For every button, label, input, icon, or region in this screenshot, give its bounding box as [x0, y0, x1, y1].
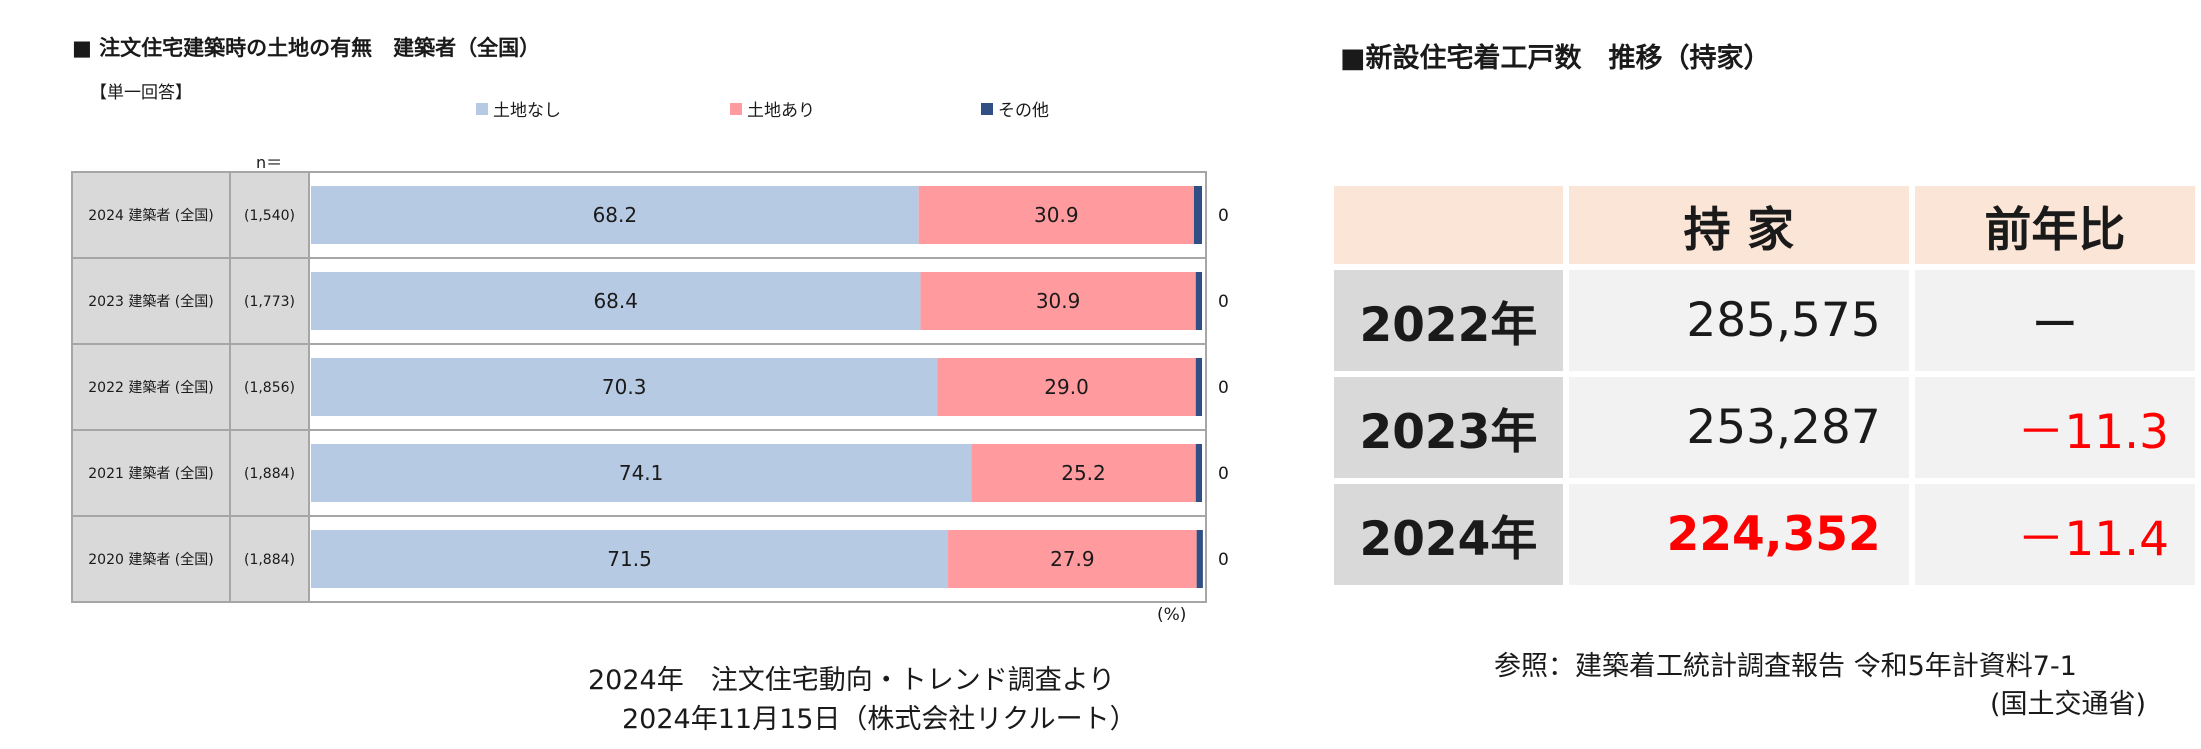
table-row: 2022年 285,575 ー [1334, 270, 2195, 371]
bar-data-label: 0.7 [1218, 378, 1230, 398]
bar-data-label: 74.1 [619, 461, 664, 485]
row-value: 253,287 [1568, 377, 1909, 478]
category-label: 2022 建築者 (全国) [88, 379, 213, 396]
row-value: 224,352 [1568, 484, 1909, 585]
legend-swatch [476, 102, 488, 115]
row-year: 2023年 [1334, 377, 1563, 478]
bar-segment [1196, 530, 1203, 588]
header-owner-occupied: 持 家 [1568, 186, 1909, 264]
bar-data-label: 0.9 [1218, 206, 1230, 226]
category-label: 2021 建築者 (全国) [88, 465, 213, 482]
header-yoy: 前年比 [1914, 186, 2195, 264]
legend-label: 土地なし [493, 101, 561, 121]
table-header-row: 持 家 前年比 [1334, 186, 2195, 264]
housing-starts-table: 持 家 前年比 2022年 285,575 ー 2023年 253,287 －1… [1328, 180, 2201, 591]
bar-data-label: 0.7 [1218, 464, 1230, 484]
bar-segment [311, 358, 938, 416]
answer-type-label: 【単一回答】 [90, 83, 192, 103]
bar-data-label: 30.9 [1036, 289, 1081, 313]
left-chart-title: ■ 注文住宅建築時の土地の有無 建築者（全国） [72, 36, 541, 60]
survey-source-line2: 2024年11月15日（株式会社リクルート） [622, 704, 1137, 735]
right-table-title: ■新設住宅着工戸数 推移（持家） [1340, 43, 1771, 74]
bar-segment [920, 272, 1196, 330]
label-column-background [72, 172, 309, 602]
reference-line1: 参照：建築着工統計調査報告 令和5年計資料7-1 [1494, 651, 2077, 682]
sample-size-label: (1,773) [244, 294, 295, 310]
legend-label: 土地あり [747, 101, 815, 121]
legend-swatch [981, 102, 993, 115]
bar-segment [1195, 272, 1202, 330]
row-ratio: ー [1914, 270, 2195, 371]
bar-data-label: 0.7 [1218, 292, 1230, 312]
table-row: 2024年 224,352 －11.4 [1334, 484, 2195, 585]
bar-data-label: 71.5 [607, 547, 652, 571]
legend-swatch [730, 102, 742, 115]
row-year: 2024年 [1334, 484, 1563, 585]
sample-size-label: (1,884) [244, 466, 295, 482]
header-blank [1334, 186, 1563, 264]
bar-segment [948, 530, 1197, 588]
bar-segment [918, 186, 1194, 244]
row-year: 2022年 [1334, 270, 1563, 371]
row-ratio: －11.3 [1914, 377, 2195, 478]
sample-size-label: (1,884) [244, 552, 295, 568]
bar-segment [1193, 186, 1202, 244]
legend-label: その他 [998, 101, 1049, 121]
n-label: n＝ [256, 153, 283, 172]
bar-segment [311, 186, 919, 244]
bar-data-label: 25.2 [1061, 461, 1106, 485]
bar-data-label: 0.7 [1218, 550, 1230, 570]
bar-segment [311, 444, 972, 502]
bar-segment [311, 530, 949, 588]
sample-size-label: (1,540) [244, 208, 295, 224]
survey-source-line1: 2024年 注文住宅動向・トレンド調査より [588, 665, 1116, 696]
stacked-bar-chart: 2024 建築者 (全国) (1,540) 68.2 30.9 0.9 2023 建築者 … [71, 171, 1230, 603]
percent-unit-label: (%) [1157, 605, 1187, 625]
chart-frame [71, 171, 1207, 603]
bar-data-label: 27.9 [1050, 547, 1095, 571]
bar-segment [311, 272, 921, 330]
bar-data-label: 70.3 [602, 375, 647, 399]
legend-item: 土地あり [730, 96, 815, 121]
bar-data-label: 29.0 [1044, 375, 1089, 399]
category-label: 2020 建築者 (全国) [88, 551, 213, 568]
legend-item: 土地なし [476, 96, 561, 121]
bar-segment [1195, 358, 1202, 416]
bar-segment [971, 444, 1196, 502]
legend-item: その他 [981, 96, 1049, 121]
bar-data-label: 68.2 [593, 203, 638, 227]
category-label: 2023 建築者 (全国) [88, 293, 213, 310]
category-label: 2024 建築者 (全国) [88, 207, 213, 224]
bar-segment [1195, 444, 1202, 502]
bar-segment [937, 358, 1196, 416]
row-value: 285,575 [1568, 270, 1909, 371]
row-ratio: －11.4 [1914, 484, 2195, 585]
bar-data-label: 68.4 [593, 289, 638, 313]
bar-data-label: 30.9 [1034, 203, 1079, 227]
table-row: 2023年 253,287 －11.3 [1334, 377, 2195, 478]
reference-line2: (国土交通省) [1990, 689, 2147, 720]
sample-size-label: (1,856) [244, 380, 295, 396]
